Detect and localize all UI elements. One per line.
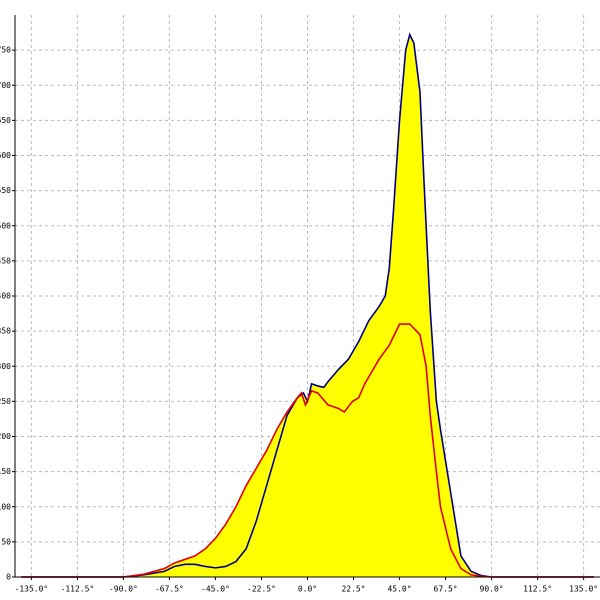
- x-tick-label: 67.5°: [434, 585, 458, 594]
- y-tick-label: 750: [0, 46, 11, 55]
- y-tick-label: 200: [0, 432, 11, 441]
- y-tick-label: 300: [0, 362, 11, 371]
- x-tick-label: 112.5°: [523, 585, 552, 594]
- x-tick-label: -45.0°: [201, 585, 230, 594]
- y-tick-label: 150: [0, 467, 11, 476]
- x-tick-label: 135.0°: [569, 585, 598, 594]
- y-tick-label: 650: [0, 116, 11, 125]
- x-tick-label: 90.0°: [480, 585, 504, 594]
- x-tick-label: -22.5°: [247, 585, 276, 594]
- y-tick-label: 400: [0, 292, 11, 301]
- line: [21, 323, 594, 578]
- y-tick-label: 350: [0, 327, 11, 336]
- y-tick-label: 700: [0, 81, 11, 90]
- y-tick-label: 500: [0, 221, 11, 230]
- x-tick-label: -67.5°: [155, 585, 184, 594]
- line: [21, 32, 594, 578]
- x-tick-label: -112.5°: [61, 585, 95, 594]
- x-tick-label: 45.0°: [387, 585, 411, 594]
- y-tick-label: 0: [6, 573, 11, 582]
- y-tick-label: 250: [0, 397, 11, 406]
- x-tick-label: 0.0°: [298, 585, 317, 594]
- x-tick-label: 22.5°: [341, 585, 365, 594]
- x-tick-label: -135.0°: [15, 585, 49, 594]
- x-tick-label: -90.0°: [109, 585, 138, 594]
- y-tick-label: 550: [0, 186, 11, 195]
- y-tick-label: 100: [0, 502, 11, 511]
- y-tick-label: 600: [0, 151, 11, 160]
- area: [21, 324, 594, 577]
- y-tick-label: 450: [0, 256, 11, 265]
- y-tick-label: 50: [1, 537, 11, 546]
